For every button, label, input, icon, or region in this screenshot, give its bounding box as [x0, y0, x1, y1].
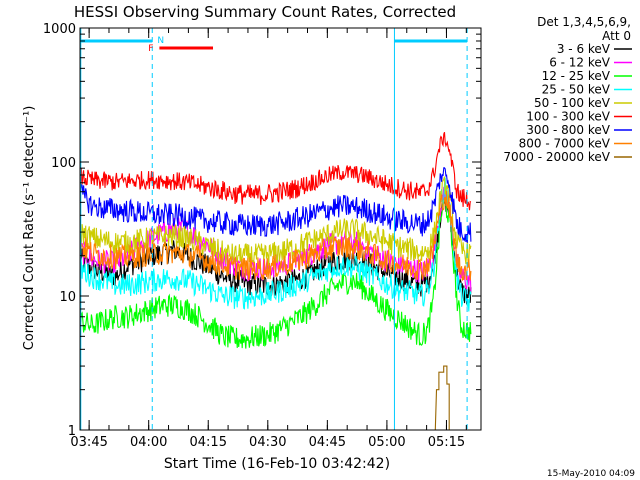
legend-label-8: 7000 - 20000 keV: [503, 150, 610, 164]
series-line-8: [434, 365, 450, 431]
annotation-n: N: [157, 36, 164, 46]
legend-label-5: 100 - 300 keV: [526, 110, 610, 124]
legend-label-0: 3 - 6 keV: [557, 42, 611, 56]
x-tick-label: 04:00: [130, 435, 167, 450]
plot-area: NF 1 10 100 1000 03:45 04:00 04:15 04:30 04:45 05:…: [43, 22, 482, 450]
x-tick-label: 04:30: [249, 435, 286, 450]
legend-label-1: 6 - 12 keV: [549, 56, 611, 70]
footer-date: 15-May-2010 04:09: [547, 469, 635, 479]
series-line-6: [79, 167, 472, 243]
y-tick-label: 1000: [43, 22, 76, 37]
y-tick-label: 100: [51, 156, 76, 171]
x-axis-label: Start Time (16-Feb-10 03:42:42): [164, 456, 390, 472]
series-line-2: [79, 196, 472, 349]
series-line-5: [79, 132, 472, 211]
series-line-3: [79, 177, 472, 312]
series-line-7: [79, 190, 472, 281]
y-tick-label: 1: [68, 424, 76, 439]
x-tick-label: 04:15: [190, 435, 227, 450]
annotation-f: F: [148, 44, 153, 54]
y-tick-label: 10: [59, 290, 76, 305]
legend-label-4: 50 - 100 keV: [534, 96, 611, 110]
x-tick-label: 04:45: [309, 435, 346, 450]
y-axis-label: Corrected Count Rate (s⁻¹ detector⁻¹): [22, 106, 37, 351]
x-tick-label: 05:15: [428, 435, 465, 450]
x-tick-label: 05:00: [368, 435, 405, 450]
legend-label-6: 300 - 800 keV: [526, 123, 610, 137]
chart-title: HESSI Observing Summary Count Rates, Cor…: [74, 3, 456, 21]
legend-label-2: 12 - 25 keV: [542, 69, 611, 83]
legend-label-3: 25 - 50 keV: [542, 83, 611, 97]
x-tick-label: 03:45: [70, 435, 107, 450]
plot-frame: [79, 27, 482, 431]
legend-header-line-1: Det 1,3,4,5,6,9,: [537, 15, 631, 29]
legend-header-line-2: Att 0: [602, 29, 631, 43]
series-line-4: [79, 176, 472, 268]
legend-label-7: 800 - 7000 keV: [519, 137, 611, 151]
